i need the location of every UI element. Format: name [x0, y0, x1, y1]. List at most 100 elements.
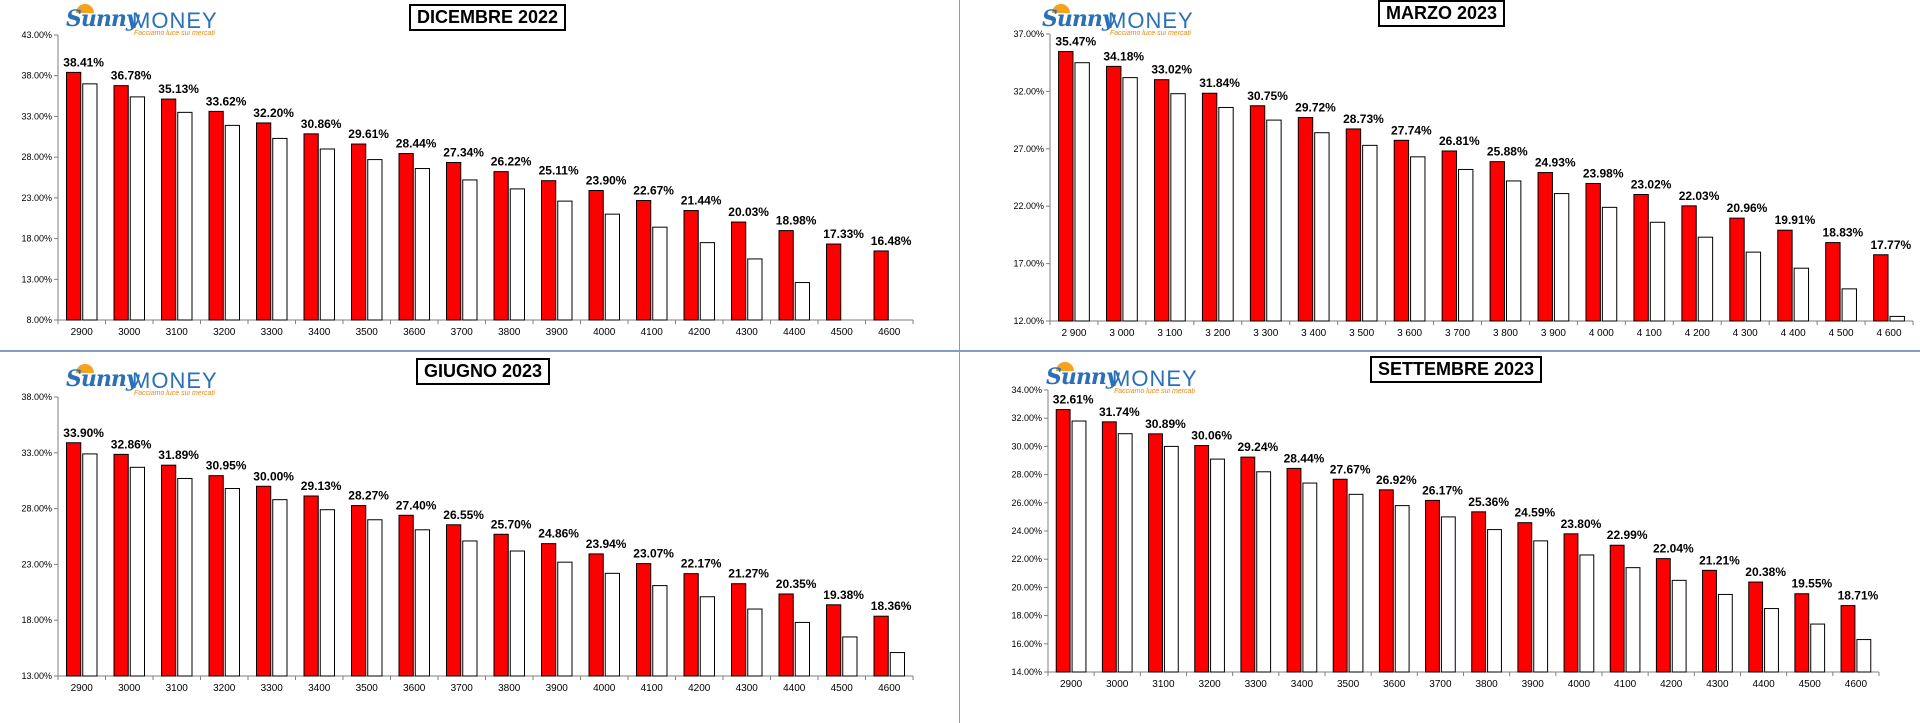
data-label: 19.91%: [1775, 213, 1816, 227]
bar-red: [541, 543, 557, 677]
bar-red: [161, 98, 177, 321]
bar-red: [398, 153, 414, 321]
y-tick-label: 33.00%: [21, 448, 52, 458]
bar-red: [778, 230, 794, 321]
bar-white: [1579, 554, 1595, 673]
x-tick-label: 4200: [1660, 679, 1683, 690]
bar-white: [794, 621, 810, 677]
bar-white: [1764, 608, 1779, 673]
data-label: 24.59%: [1514, 506, 1555, 520]
bar-white: [652, 226, 668, 321]
x-tick-label: 3 000: [1109, 328, 1134, 339]
data-label: 34.18%: [1103, 49, 1144, 63]
bar-white: [1071, 420, 1087, 673]
bar-red: [1240, 456, 1256, 673]
bar-red: [1585, 182, 1601, 322]
bar-red: [66, 442, 82, 677]
bar-red: [1441, 150, 1458, 322]
bar-red: [1055, 409, 1071, 673]
bar-white: [1856, 639, 1872, 673]
bar-red: [1106, 65, 1122, 322]
data-label: 20.35%: [776, 577, 817, 591]
y-tick-label: 8.00%: [26, 315, 52, 325]
bar-red: [446, 524, 462, 677]
chart-panel-dicembre-2022: Sunny MONEY Facciamo luce sui mercati DI…: [0, 0, 959, 350]
bar-white: [1601, 206, 1618, 322]
logo-sunny-text: Sunny: [66, 366, 139, 392]
x-tick-label: 3800: [498, 683, 521, 694]
data-label: 18.71%: [1838, 589, 1879, 603]
x-tick-label: 4500: [831, 327, 854, 338]
bar-red: [256, 485, 272, 677]
bar-red: [1332, 478, 1348, 673]
data-label: 30.00%: [253, 469, 294, 483]
chart-panel-settembre-2023: Sunny MONEY Facciamo luce sui mercati SE…: [960, 352, 1920, 723]
y-tick-label: 20.00%: [1011, 582, 1042, 592]
data-label: 30.75%: [1247, 89, 1288, 103]
bar-white: [1218, 106, 1234, 322]
data-label: 16.48%: [871, 234, 912, 248]
x-tick-label: 2900: [71, 327, 94, 338]
bar-red: [1378, 489, 1394, 673]
bar-white: [414, 529, 430, 677]
bar-white: [1074, 62, 1090, 322]
logo-money-text: MONEY: [132, 8, 218, 33]
bar-red: [1201, 92, 1218, 322]
x-tick-label: 3 300: [1253, 328, 1278, 339]
bar-red: [1609, 544, 1625, 673]
x-tick-label: 3900: [546, 327, 569, 338]
bar-white: [272, 137, 288, 321]
data-label: 28.44%: [396, 137, 437, 151]
data-label: 25.88%: [1487, 145, 1528, 159]
y-tick-label: 18.00%: [21, 615, 52, 625]
x-tick-label: 4000: [1568, 679, 1591, 690]
y-tick-label: 32.00%: [1013, 86, 1044, 96]
bar-white: [1458, 168, 1474, 322]
bar-white: [462, 540, 478, 677]
data-label: 22.04%: [1653, 542, 1694, 556]
bar-red: [1873, 254, 1889, 322]
panel-divider-vertical: [959, 0, 960, 723]
bar-white: [129, 466, 145, 677]
data-label: 26.22%: [491, 155, 532, 169]
x-tick-label: 3800: [1475, 679, 1498, 690]
y-tick-label: 37.00%: [1013, 29, 1044, 39]
bar-white: [462, 179, 478, 321]
bar-white: [319, 509, 335, 677]
bar-red: [1840, 605, 1856, 673]
data-label: 26.55%: [443, 508, 484, 522]
y-tick-label: 26.00%: [1011, 498, 1042, 508]
bar-white: [1163, 445, 1179, 673]
chart-panel-giugno-2023: Sunny MONEY Facciamo luce sui mercati GI…: [0, 352, 959, 723]
sunny-money-logo: Sunny MONEY Facciamo luce sui mercati: [66, 4, 266, 37]
x-tick-label: 4 200: [1685, 328, 1710, 339]
data-label: 28.27%: [348, 489, 389, 503]
data-label: 22.67%: [633, 184, 674, 198]
data-label: 30.89%: [1145, 417, 1186, 431]
data-label: 26.81%: [1439, 134, 1480, 148]
x-tick-label: 4300: [1706, 679, 1729, 690]
bar-white: [1210, 458, 1225, 673]
bar-white: [604, 213, 620, 321]
data-label: 29.72%: [1295, 101, 1336, 115]
data-label: 27.34%: [443, 146, 484, 160]
bar-chart: 12.00% 17.00% 22.00% 27.00% 32.00% 37.00% 35.4…: [1013, 29, 1914, 339]
data-label: 17.33%: [823, 227, 864, 241]
x-tick-label: 4300: [736, 327, 759, 338]
bar-white: [747, 258, 763, 321]
bar-white: [1410, 156, 1426, 322]
bar-white: [367, 519, 383, 677]
x-tick-label: 3700: [1429, 679, 1452, 690]
sun-icon: [76, 4, 94, 13]
y-tick-label: 23.00%: [21, 193, 52, 203]
bar-white: [177, 111, 193, 321]
bar-white: [557, 200, 573, 321]
bar-white: [82, 453, 98, 677]
bar-red: [1748, 581, 1764, 673]
bar-white: [1440, 516, 1456, 673]
bar-white: [604, 572, 620, 677]
bar-red: [1471, 511, 1487, 673]
x-tick-label: 3100: [1152, 679, 1175, 690]
bar-red: [541, 180, 557, 321]
data-label: 25.36%: [1468, 495, 1509, 509]
